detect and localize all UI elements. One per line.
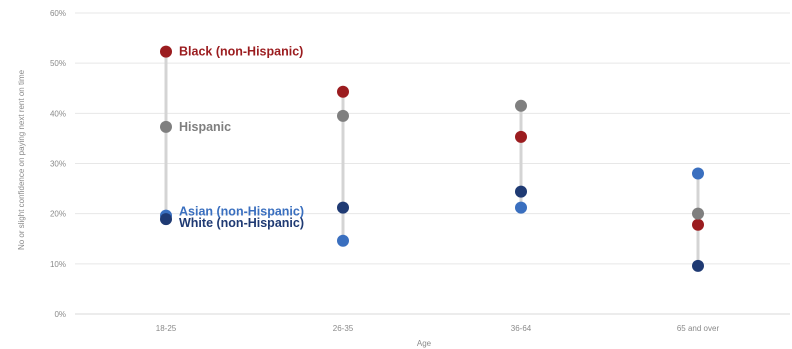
series-label: Asian (non-Hispanic) xyxy=(179,205,304,219)
y-tick-label: 20% xyxy=(50,210,66,219)
data-point xyxy=(160,120,172,133)
x-tick-label: 26-35 xyxy=(333,324,354,333)
series-label: Hispanic xyxy=(179,120,231,134)
x-axis-title: Age xyxy=(417,339,432,348)
data-point xyxy=(337,85,349,98)
data-point xyxy=(692,167,704,180)
x-axis-ticks: 18-25 26-35 36-64 65 and over xyxy=(156,324,720,333)
data-point xyxy=(160,213,172,226)
y-tick-label: 50% xyxy=(50,59,66,68)
y-tick-label: 60% xyxy=(50,9,66,18)
data-point xyxy=(515,99,527,112)
y-axis-title: No or slight confidence on paying next r… xyxy=(17,69,26,250)
grid xyxy=(75,12,790,315)
data-point xyxy=(692,218,704,231)
series-label: White (non-Hispanic) xyxy=(179,216,304,230)
series-labels: Black (non-Hispanic) Hispanic Asian (non-H… xyxy=(179,45,304,231)
x-tick-label: 36-64 xyxy=(511,324,532,333)
data-point xyxy=(337,234,349,247)
data-point xyxy=(160,45,172,58)
data-point xyxy=(692,207,704,220)
y-tick-label: 40% xyxy=(50,109,66,118)
y-tick-label: 30% xyxy=(50,160,66,169)
data-point xyxy=(337,201,349,214)
data-point xyxy=(515,130,527,143)
data-points xyxy=(160,45,704,272)
data-point xyxy=(515,201,527,214)
data-point xyxy=(515,185,527,198)
data-point xyxy=(337,109,349,122)
range-lines xyxy=(164,50,700,268)
y-tick-label: 0% xyxy=(54,310,66,319)
series-label: Black (non-Hispanic) xyxy=(179,45,303,59)
y-axis-ticks: 0% 10% 20% 30% 40% 50% 60% xyxy=(50,9,66,319)
data-point xyxy=(692,259,704,272)
x-tick-label: 65 and over xyxy=(677,324,720,333)
x-tick-label: 18-25 xyxy=(156,324,177,333)
y-tick-label: 10% xyxy=(50,260,66,269)
